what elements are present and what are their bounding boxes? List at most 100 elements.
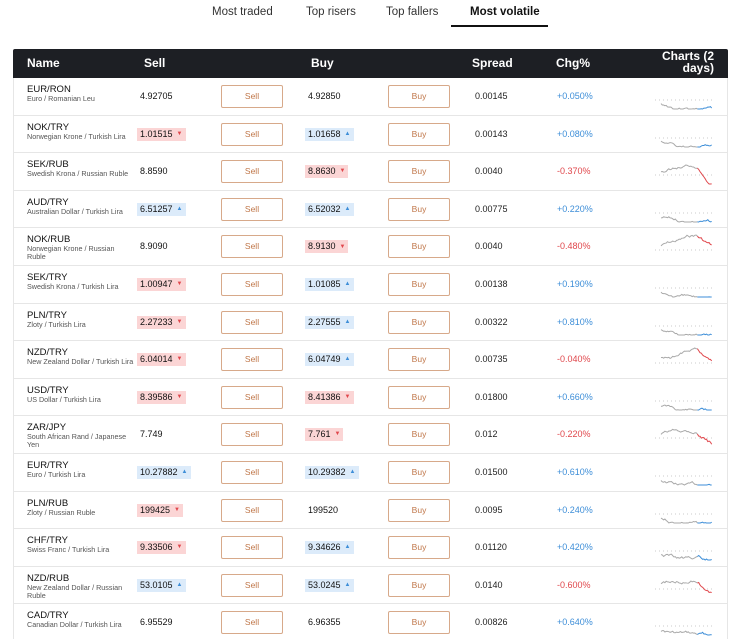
table-row[interactable]: PLN/TRY Zloty / Turkish Lira 2.27233 ▼ Se… (13, 303, 728, 342)
table-row[interactable]: EUR/RON Euro / Romanian Leu 4.92705 Sell… (13, 78, 728, 116)
buy-button[interactable]: Buy (388, 310, 450, 334)
buy-button[interactable]: Buy (388, 122, 450, 146)
up-arrow-icon: ▲ (176, 581, 183, 588)
down-arrow-icon: ▼ (339, 168, 346, 175)
buy-price-value: 1.01085 (308, 278, 341, 289)
change-percent: -0.040% (557, 354, 591, 365)
table-row[interactable]: NZD/RUB New Zealand Dollar / Russian Rub… (13, 566, 728, 605)
buy-button[interactable]: Buy (388, 160, 450, 184)
instrument-name[interactable]: PLN/RUB Zloty / Russian Ruble (27, 498, 135, 517)
buy-button[interactable]: Buy (388, 385, 450, 409)
instrument-name[interactable]: CAD/TRY Canadian Dollar / Turkish Lira (27, 610, 135, 629)
sell-button[interactable]: Sell (221, 310, 283, 334)
instrument-code: EUR/RON (27, 84, 71, 95)
up-arrow-icon: ▲ (344, 318, 351, 325)
sell-button[interactable]: Sell (221, 235, 283, 259)
sparkline-chart[interactable] (655, 82, 713, 112)
instrument-name[interactable]: AUD/TRY Australian Dollar / Turkish Lira (27, 197, 135, 216)
sparkline-chart[interactable] (655, 270, 713, 300)
sparkline-chart[interactable] (655, 608, 713, 638)
sparkline-chart[interactable] (655, 571, 713, 601)
buy-button[interactable]: Buy (388, 235, 450, 259)
sparkline-chart[interactable] (655, 345, 713, 375)
buy-price-value: 6.52032 (308, 203, 341, 214)
table-row[interactable]: PLN/RUB Zloty / Russian Ruble 199425 ▼ Se… (13, 491, 728, 530)
instrument-name[interactable]: NZD/TRY New Zealand Dollar / Turkish Lir… (27, 347, 135, 366)
sparkline-chart[interactable] (655, 496, 713, 526)
instrument-name[interactable]: ZAR/JPY South African Rand / Japanese Ye… (27, 422, 135, 449)
sparkline-chart[interactable] (655, 195, 713, 225)
table-row[interactable]: SEK/RUB Swedish Krona / Russian Ruble 8.… (13, 153, 728, 191)
buy-button[interactable]: Buy (388, 85, 450, 108)
sell-button[interactable]: Sell (221, 423, 283, 447)
sell-button[interactable]: Sell (221, 122, 283, 146)
up-arrow-icon: ▲ (344, 581, 351, 588)
instrument-name[interactable]: NOK/TRY Norwegian Krone / Turkish Lira (27, 122, 135, 141)
buy-button[interactable]: Buy (388, 197, 450, 221)
sparkline-history (660, 580, 698, 585)
instrument-description: US Dollar / Turkish Lira (27, 394, 101, 404)
sparkline-chart[interactable] (655, 533, 713, 563)
instrument-name[interactable]: PLN/TRY Zloty / Turkish Lira (27, 310, 135, 329)
instrument-description: Swedish Krona / Turkish Lira (27, 281, 119, 291)
sell-button[interactable]: Sell (221, 85, 283, 108)
table-row[interactable]: NOK/TRY Norwegian Krone / Turkish Lira 1… (13, 115, 728, 154)
table-row[interactable]: NZD/TRY New Zealand Dollar / Turkish Lir… (13, 341, 728, 379)
buy-button[interactable]: Buy (388, 272, 450, 296)
instrument-name[interactable]: NOK/RUB Norwegian Krone / Russian Ruble (27, 234, 135, 261)
instrument-description: South African Rand / Japanese Yen (27, 432, 127, 450)
buy-button[interactable]: Buy (388, 348, 450, 372)
tab-most-volatile[interactable]: Most volatile (470, 6, 540, 18)
buy-button[interactable]: Buy (388, 423, 450, 447)
down-arrow-icon: ▼ (176, 356, 183, 363)
sell-button[interactable]: Sell (221, 272, 283, 296)
down-arrow-icon: ▼ (334, 431, 341, 438)
buy-button[interactable]: Buy (388, 536, 450, 560)
sell-button[interactable]: Sell (221, 385, 283, 409)
table-row[interactable]: CHF/TRY Swiss Franc / Turkish Lira 9.335… (13, 529, 728, 567)
buy-button[interactable]: Buy (388, 573, 450, 597)
sparkline-chart[interactable] (655, 120, 713, 150)
table-row[interactable]: USD/TRY US Dollar / Turkish Lira 8.39586… (13, 378, 728, 417)
table-row[interactable]: SEK/TRY Swedish Krona / Turkish Lira 1.0… (13, 265, 728, 304)
tab-top-fallers[interactable]: Top fallers (386, 6, 439, 18)
instrument-name[interactable]: SEK/RUB Swedish Krona / Russian Ruble (27, 159, 135, 178)
table-row[interactable]: AUD/TRY Australian Dollar / Turkish Lira… (13, 190, 728, 229)
sparkline-chart[interactable] (655, 232, 713, 262)
instrument-name[interactable]: CHF/TRY Swiss Franc / Turkish Lira (27, 535, 135, 554)
buy-button[interactable]: Buy (388, 611, 450, 635)
tab-top-risers[interactable]: Top risers (306, 6, 356, 18)
sell-button[interactable]: Sell (221, 460, 283, 484)
buy-button[interactable]: Buy (388, 460, 450, 484)
table-row[interactable]: ZAR/JPY South African Rand / Japanese Ye… (13, 416, 728, 454)
up-arrow-icon: ▲ (344, 356, 351, 363)
sell-price: 199425 ▼ (137, 503, 183, 517)
buy-button[interactable]: Buy (388, 498, 450, 522)
sparkline-chart[interactable] (655, 157, 713, 187)
sell-button[interactable]: Sell (221, 498, 283, 522)
instrument-name[interactable]: EUR/TRY Euro / Turkish Lira (27, 460, 135, 479)
sparkline-chart[interactable] (655, 308, 713, 338)
instrument-name[interactable]: NZD/RUB New Zealand Dollar / Russian Rub… (27, 573, 135, 600)
sell-button[interactable]: Sell (221, 197, 283, 221)
change-percent: +0.640% (557, 617, 593, 628)
table-row[interactable]: CAD/TRY Canadian Dollar / Turkish Lira 6… (13, 604, 728, 639)
sparkline-chart[interactable] (655, 383, 713, 413)
sell-button[interactable]: Sell (221, 611, 283, 635)
sell-price: 8.9090 (137, 240, 171, 253)
sell-button[interactable]: Sell (221, 348, 283, 372)
sell-button[interactable]: Sell (221, 160, 283, 184)
table-row[interactable]: EUR/TRY Euro / Turkish Lira 10.27882 ▲ Se… (13, 453, 728, 492)
sell-button[interactable]: Sell (221, 536, 283, 560)
table-row[interactable]: NOK/RUB Norwegian Krone / Russian Ruble … (13, 228, 728, 266)
table-body: EUR/RON Euro / Romanian Leu 4.92705 Sell… (13, 78, 728, 639)
instrument-name[interactable]: EUR/RON Euro / Romanian Leu (27, 84, 135, 103)
sell-button[interactable]: Sell (221, 573, 283, 597)
sell-price: 8.39586 ▼ (137, 390, 186, 404)
sparkline-chart[interactable] (655, 420, 713, 450)
instrument-name[interactable]: SEK/TRY Swedish Krona / Turkish Lira (27, 272, 135, 291)
sparkline-history (660, 480, 698, 486)
sparkline-chart[interactable] (655, 458, 713, 488)
instrument-name[interactable]: USD/TRY US Dollar / Turkish Lira (27, 385, 135, 404)
tab-most-traded[interactable]: Most traded (212, 6, 273, 18)
